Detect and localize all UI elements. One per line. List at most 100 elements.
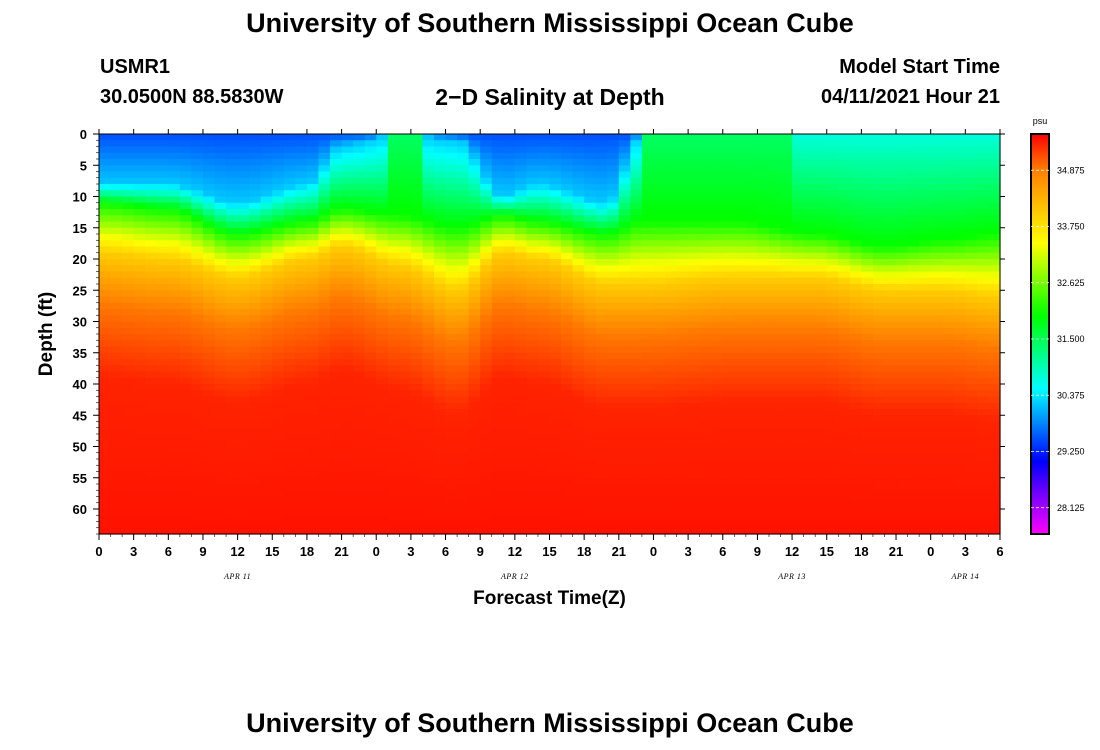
- heatmap-cell: [665, 527, 678, 535]
- heatmap-cell: [711, 259, 724, 266]
- heatmap-cell: [99, 271, 112, 279]
- heatmap-cell: [734, 321, 747, 329]
- heatmap-cell: [919, 359, 932, 366]
- heatmap-cell: [537, 334, 551, 341]
- heatmap-cell: [745, 321, 759, 329]
- heatmap-cell: [445, 171, 458, 179]
- heatmap-cell: [214, 527, 227, 535]
- heatmap-cell: [792, 184, 805, 191]
- heatmap-cell: [988, 284, 1001, 291]
- heatmap-cell: [410, 340, 424, 348]
- heatmap-cell: [399, 159, 412, 166]
- heatmap-cell: [930, 471, 943, 479]
- heatmap-cell: [260, 390, 273, 398]
- heatmap-cell: [561, 371, 574, 379]
- heatmap-cell: [930, 146, 943, 154]
- heatmap-cell: [318, 484, 331, 491]
- heatmap-cell: [803, 421, 816, 429]
- heatmap-cell: [976, 427, 990, 435]
- heatmap-cell: [734, 484, 747, 491]
- heatmap-cell: [953, 252, 966, 260]
- heatmap-cell: [99, 527, 112, 535]
- heatmap-cell: [191, 377, 204, 385]
- heatmap-cell: [295, 440, 308, 448]
- heatmap-cell: [110, 296, 123, 304]
- heatmap-cell: [988, 384, 1001, 391]
- heatmap-cell: [330, 421, 343, 429]
- heatmap-cell: [457, 396, 470, 404]
- heatmap-cell: [249, 165, 262, 173]
- heatmap-cell: [595, 440, 608, 448]
- heatmap-cell: [156, 365, 169, 373]
- heatmap-cell: [468, 290, 481, 298]
- heatmap-cell: [953, 490, 966, 498]
- heatmap-cell: [514, 209, 527, 216]
- heatmap-cell: [387, 290, 400, 298]
- heatmap-cell: [422, 140, 435, 148]
- heatmap-cell: [919, 446, 932, 454]
- heatmap-cell: [179, 371, 193, 379]
- heatmap-cell: [468, 184, 481, 191]
- heatmap-cell: [907, 334, 920, 341]
- heatmap-cell: [445, 227, 458, 235]
- heatmap-cell: [919, 327, 932, 335]
- heatmap-cell: [584, 465, 597, 473]
- heatmap-cell: [122, 390, 135, 398]
- heatmap-cell: [653, 352, 666, 360]
- heatmap-cell: [884, 209, 897, 216]
- heatmap-cell: [607, 509, 620, 516]
- heatmap-cell: [272, 290, 285, 298]
- heatmap-cell: [584, 477, 597, 485]
- heatmap-cell: [665, 327, 678, 335]
- heatmap-cell: [745, 240, 759, 248]
- heatmap-cell: [214, 490, 227, 498]
- heatmap-cell: [226, 477, 239, 485]
- heatmap-cell: [630, 265, 643, 273]
- heatmap-cell: [341, 271, 354, 279]
- heatmap-cell: [803, 359, 816, 366]
- heatmap-cell: [168, 302, 181, 310]
- heatmap-cell: [214, 271, 227, 279]
- heatmap-cell: [549, 227, 562, 235]
- heatmap-cell: [745, 490, 759, 498]
- heatmap-cell: [410, 384, 424, 391]
- heatmap-cell: [468, 415, 481, 423]
- heatmap-cell: [618, 415, 631, 423]
- heatmap-cell: [757, 477, 770, 485]
- heatmap-cell: [156, 396, 169, 404]
- heatmap-cell: [561, 246, 574, 254]
- heatmap-cell: [191, 134, 204, 141]
- heatmap-cell: [226, 421, 239, 429]
- heatmap-cell: [410, 496, 424, 504]
- heatmap-cell: [953, 134, 966, 141]
- heatmap-cell: [930, 452, 943, 460]
- heatmap-cell: [330, 334, 343, 341]
- heatmap-cell: [491, 434, 504, 441]
- heatmap-cell: [249, 271, 262, 279]
- heatmap-cell: [249, 465, 262, 473]
- heatmap-cell: [353, 177, 366, 185]
- heatmap-cell: [168, 365, 181, 373]
- heatmap-cell: [364, 296, 377, 304]
- heatmap-cell: [907, 377, 920, 385]
- heatmap-cell: [549, 240, 562, 248]
- heatmap-cell: [202, 359, 216, 366]
- heatmap-cell: [341, 290, 354, 298]
- heatmap-cell: [318, 471, 331, 479]
- heatmap-cell: [122, 346, 135, 354]
- heatmap-cell: [838, 377, 851, 385]
- heatmap-cell: [295, 434, 308, 441]
- heatmap-cell: [156, 302, 169, 310]
- heatmap-cell: [295, 246, 308, 254]
- heatmap-cell: [410, 202, 424, 210]
- heatmap-cell: [815, 396, 828, 404]
- heatmap-cell: [330, 515, 343, 523]
- heatmap-cell: [734, 402, 747, 410]
- heatmap-cell: [341, 265, 354, 273]
- heatmap-cell: [757, 484, 770, 491]
- heatmap-cell: [214, 434, 227, 441]
- heatmap-cell: [607, 377, 620, 385]
- heatmap-cell: [318, 240, 331, 248]
- heatmap-cell: [122, 515, 135, 523]
- heatmap-cell: [792, 471, 805, 479]
